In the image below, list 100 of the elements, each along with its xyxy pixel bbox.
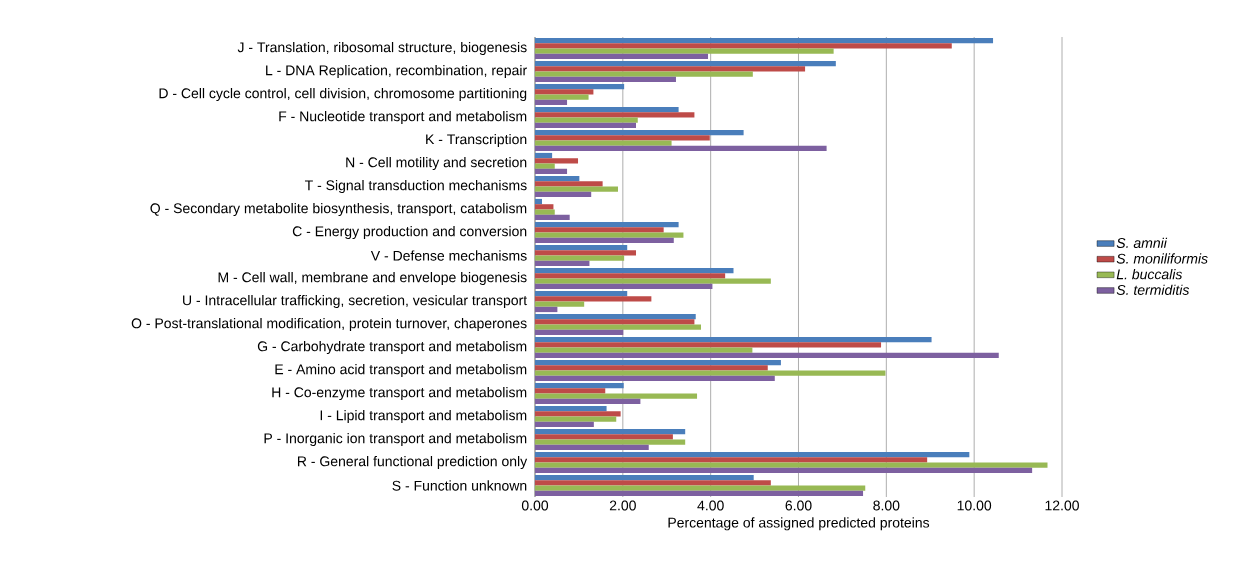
bar — [535, 462, 1048, 468]
y-tick-label: C - Energy production and conversion — [292, 225, 527, 240]
bar — [535, 145, 827, 152]
bar — [535, 163, 555, 169]
x-tick-label: 2.00 — [609, 500, 636, 511]
y-tick-label: V - Defense mechanisms — [370, 250, 527, 261]
bar — [535, 94, 589, 100]
bar — [535, 76, 676, 83]
bar — [535, 122, 637, 129]
bar — [535, 444, 649, 451]
bar — [535, 290, 628, 297]
bar — [535, 283, 713, 290]
bar — [535, 129, 744, 136]
bar — [535, 37, 994, 44]
bar — [535, 66, 806, 72]
y-tick-label: P - Inorganic ion transport and metabolism — [264, 432, 527, 447]
bar — [535, 181, 603, 187]
bar — [535, 260, 590, 267]
bar — [535, 342, 882, 348]
bar — [535, 474, 754, 481]
y-tick-label: T - Signal transduction mechanisms — [304, 179, 527, 194]
y-tick-label: K - Transcription — [426, 133, 527, 148]
x-tick-label: 0.00 — [521, 500, 549, 511]
bar — [535, 158, 579, 164]
bar — [535, 439, 686, 445]
y-tick-label: H - Co-enzyme transport and metabolism — [272, 386, 527, 401]
bar — [535, 168, 568, 175]
y-tick-label: F - Nucleotide transport and metabolism — [279, 110, 527, 125]
bar — [535, 485, 866, 491]
bar — [535, 457, 928, 463]
bar — [535, 388, 606, 394]
bar — [535, 227, 664, 233]
bar — [535, 359, 781, 366]
bar — [535, 336, 932, 343]
x-tick-label: 8.00 — [873, 500, 900, 511]
bar — [535, 296, 652, 302]
bar — [535, 71, 753, 77]
legend-label: S. termiditis — [1116, 284, 1190, 295]
bar — [535, 405, 607, 412]
bar — [535, 393, 698, 399]
x-tick-label: 10.00 — [957, 500, 992, 511]
bar — [535, 53, 709, 60]
y-tick-label: M - Cell wall, membrane and envelope biogenesis — [218, 271, 527, 286]
x-tick-label: 4.00 — [697, 500, 724, 511]
bar — [535, 428, 686, 435]
bar — [535, 244, 628, 251]
bar — [535, 490, 864, 497]
bar — [535, 365, 768, 371]
bar — [535, 416, 617, 422]
y-tick-label: D - Cell cycle control, cell division, chromosome partitioning — [159, 87, 527, 102]
bar — [535, 135, 710, 141]
bar — [535, 255, 625, 261]
bar — [535, 198, 543, 205]
bar — [535, 221, 679, 228]
bar — [535, 186, 618, 192]
x-tick-label: 12.00 — [1045, 500, 1079, 511]
bar — [535, 48, 834, 54]
bar — [535, 370, 886, 376]
bar — [535, 112, 695, 118]
bar — [535, 204, 554, 210]
bar — [535, 421, 594, 428]
y-tick-label: O - Post-translational modification, protein turnover, chaperones — [131, 317, 527, 332]
y-tick-label: S - Function unknown — [392, 480, 527, 491]
x-tick-label: 6.00 — [785, 500, 812, 511]
bar — [535, 140, 672, 146]
bar — [535, 382, 624, 389]
y-tick-label: R - General functional prediction only — [297, 455, 528, 470]
bar — [535, 209, 555, 215]
bar — [535, 451, 970, 458]
bar — [535, 324, 701, 330]
bar — [535, 250, 637, 256]
bar — [535, 480, 771, 486]
bar — [535, 347, 753, 353]
legend-label: S. amnii — [1116, 237, 1168, 248]
bar — [535, 232, 684, 238]
bar — [535, 117, 638, 123]
y-tick-label: G - Carbohydrate transport and metabolism — [257, 340, 527, 355]
y-tick-label: E - Amino acid transport and metabolism — [275, 363, 527, 378]
y-tick-label: N - Cell motility and secretion — [346, 156, 527, 171]
bar — [535, 106, 679, 113]
bar — [535, 467, 1033, 474]
bar — [535, 301, 585, 307]
bar — [535, 273, 726, 279]
bar — [535, 191, 592, 198]
y-tick-label: I - Lipid transport and metabolism — [320, 409, 527, 424]
bar — [535, 434, 673, 440]
legend-label: L. buccalis — [1116, 269, 1183, 280]
bar — [535, 237, 674, 244]
bar — [535, 411, 621, 417]
bar — [535, 99, 568, 106]
bar — [535, 267, 734, 274]
bar — [535, 352, 999, 359]
bar — [535, 214, 570, 221]
bar — [535, 329, 624, 336]
bar — [535, 375, 775, 382]
bar — [535, 83, 625, 90]
bar — [535, 60, 836, 67]
y-tick-label: Q - Secondary metabolite biosynthesis, transport, catabolism — [150, 202, 527, 217]
y-tick-label: L - DNA Replication, recombination, repair — [266, 64, 527, 79]
bar — [535, 152, 553, 159]
